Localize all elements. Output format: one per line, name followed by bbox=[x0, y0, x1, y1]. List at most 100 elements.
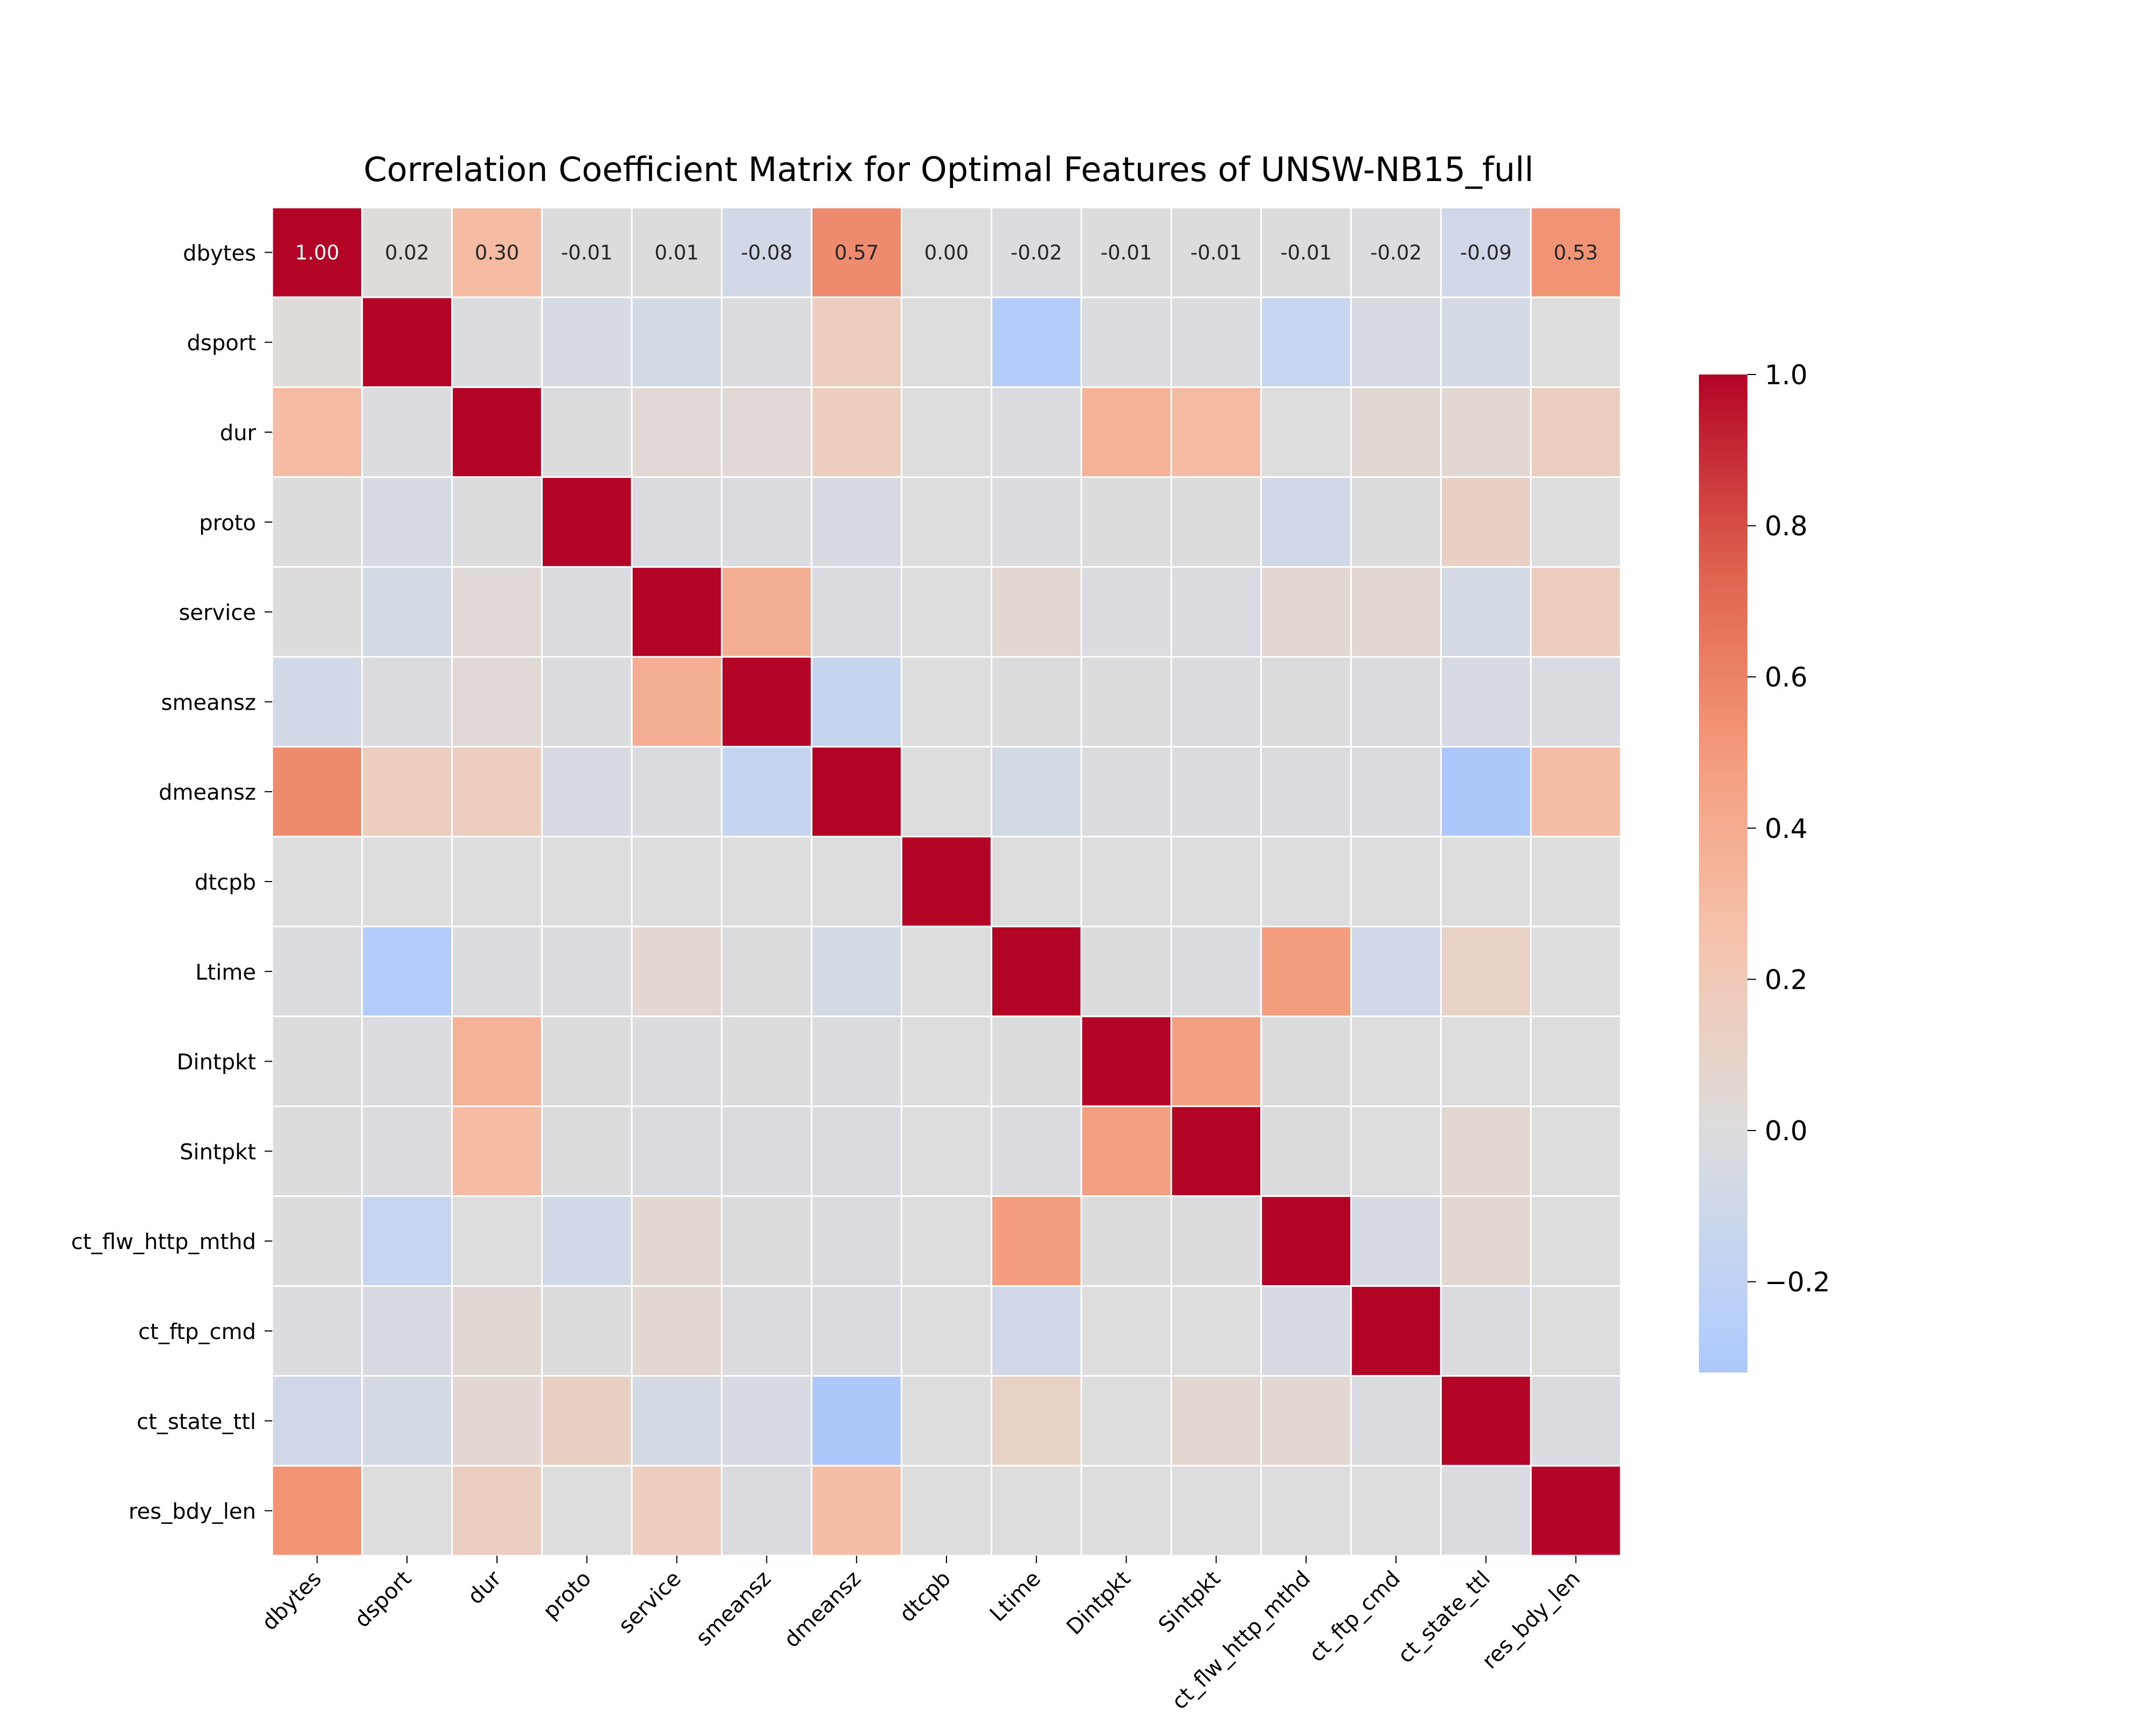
heatmap-cell-Sintpkt-dsport bbox=[361, 1105, 453, 1197]
heatmap-cell-ct_ftp_cmd-ct_flw_http_mthd bbox=[1260, 1285, 1352, 1377]
heatmap-cell-dur-Sintpkt bbox=[1170, 386, 1262, 478]
heatmap-cell-Sintpkt-dtcpb bbox=[901, 1105, 992, 1197]
colorbar-gradient bbox=[1699, 374, 1747, 1372]
heatmap-cell-dmeansz-Dintpkt bbox=[1080, 746, 1172, 838]
heatmap-cell-Dintpkt-ct_state_ttl bbox=[1440, 1015, 1532, 1107]
x-tick-label: Dintpkt bbox=[1062, 1566, 1136, 1640]
heatmap-cell-smeansz-res_bdy_len bbox=[1530, 656, 1622, 748]
heatmap-cell-dur-smeansz bbox=[721, 386, 813, 478]
heatmap-cell-service-dmeansz bbox=[811, 566, 903, 658]
x-tick-label: service bbox=[614, 1566, 686, 1639]
heatmap-cell-service-Sintpkt bbox=[1170, 566, 1262, 658]
heatmap-cell-service-ct_state_ttl bbox=[1440, 566, 1532, 658]
heatmap-cell-ct_ftp_cmd-Sintpkt bbox=[1170, 1285, 1262, 1377]
heatmap-cell-ct_flw_http_mthd-dur bbox=[451, 1195, 543, 1287]
heatmap-cell-service-ct_ftp_cmd bbox=[1350, 566, 1442, 658]
heatmap-cell-dur-ct_ftp_cmd bbox=[1350, 386, 1442, 478]
heatmap-cell-Ltime-Sintpkt bbox=[1170, 925, 1262, 1017]
y-tick-label: ct_state_ttl bbox=[137, 1410, 256, 1434]
heatmap-cell-dsport-ct_flw_http_mthd bbox=[1260, 296, 1352, 389]
heatmap-cell-ct_ftp_cmd-smeansz bbox=[721, 1285, 813, 1377]
heatmap-cell-Ltime-dur bbox=[451, 925, 543, 1017]
heatmap-cell-dtcpb-dbytes bbox=[271, 836, 363, 927]
heatmap-cell-proto-ct_flw_http_mthd bbox=[1260, 476, 1352, 568]
heatmap-cell-smeansz-Sintpkt bbox=[1170, 656, 1262, 748]
cell-annotation: -0.01 bbox=[1280, 241, 1332, 264]
heatmap-cell-proto-ct_state_ttl bbox=[1440, 476, 1532, 568]
heatmap-cell-res_bdy_len-ct_ftp_cmd bbox=[1350, 1465, 1442, 1557]
heatmap-cell-dtcpb-dur bbox=[451, 836, 543, 927]
heatmap-cell-dur-ct_state_ttl bbox=[1440, 386, 1532, 478]
heatmap-cell-dmeansz-ct_flw_http_mthd bbox=[1260, 746, 1352, 838]
heatmap-cell-proto-proto bbox=[541, 476, 633, 568]
cell-annotation: -0.01 bbox=[1191, 241, 1242, 264]
heatmap-cell-dtcpb-dsport bbox=[361, 836, 453, 927]
heatmap-cell-ct_ftp_cmd-Ltime bbox=[990, 1285, 1082, 1377]
heatmap-cell-dtcpb-res_bdy_len bbox=[1530, 836, 1622, 927]
heatmap-cell-dtcpb-proto bbox=[541, 836, 633, 927]
heatmap-cell-service-Dintpkt bbox=[1080, 566, 1172, 658]
heatmap-cell-res_bdy_len-ct_flw_http_mthd bbox=[1260, 1465, 1352, 1557]
heatmap-cell-ct_state_ttl-dtcpb bbox=[901, 1375, 992, 1467]
heatmap-cell-ct_ftp_cmd-proto bbox=[541, 1285, 633, 1377]
heatmap-cell-dsport-Dintpkt bbox=[1080, 296, 1172, 389]
heatmap-cell-Sintpkt-res_bdy_len bbox=[1530, 1105, 1622, 1197]
chart-title: Correlation Coefficient Matrix for Optim… bbox=[364, 150, 1534, 189]
heatmap-cell-service-ct_flw_http_mthd bbox=[1260, 566, 1352, 658]
heatmap-cell-ct_state_ttl-dsport bbox=[361, 1375, 453, 1467]
heatmap-cell-Dintpkt-Sintpkt bbox=[1170, 1015, 1262, 1107]
heatmap-cell-ct_flw_http_mthd-Dintpkt bbox=[1080, 1195, 1172, 1287]
heatmap-cell-smeansz-smeansz bbox=[721, 656, 813, 748]
heatmap-cell-Ltime-dbytes bbox=[271, 925, 363, 1017]
heatmap-cell-proto-dur bbox=[451, 476, 543, 568]
heatmap-cell-proto-ct_ftp_cmd bbox=[1350, 476, 1442, 568]
colorbar-tick-label: 0.2 bbox=[1765, 964, 1808, 995]
y-tick-label: Ltime bbox=[195, 960, 256, 985]
y-tick-label: dtcpb bbox=[195, 870, 256, 895]
heatmap-cell-Dintpkt-Ltime bbox=[990, 1015, 1082, 1107]
heatmap-cell-dur-dtcpb bbox=[901, 386, 992, 478]
heatmap-cell-dbytes-ct_flw_http_mthd bbox=[1260, 206, 1352, 299]
heatmap-cell-proto-Ltime bbox=[990, 476, 1082, 568]
heatmap-cell-smeansz-Ltime bbox=[990, 656, 1082, 748]
heatmap-cell-ct_state_ttl-ct_state_ttl bbox=[1440, 1375, 1532, 1467]
heatmap-cell-proto-Sintpkt bbox=[1170, 476, 1262, 568]
heatmap-cell-res_bdy_len-dur bbox=[451, 1465, 543, 1557]
x-tick-label: dtcpb bbox=[895, 1566, 956, 1627]
heatmap-cell-Dintpkt-dbytes bbox=[271, 1015, 363, 1107]
heatmap-cell-dmeansz-ct_state_ttl bbox=[1440, 746, 1532, 838]
heatmap-cell-dsport-dtcpb bbox=[901, 296, 992, 389]
heatmap-cell-Sintpkt-Ltime bbox=[990, 1105, 1082, 1197]
heatmap-cell-Dintpkt-proto bbox=[541, 1015, 633, 1107]
heatmap-cell-Ltime-proto bbox=[541, 925, 633, 1017]
heatmap-cell-ct_ftp_cmd-dtcpb bbox=[901, 1285, 992, 1377]
y-tick-label: ct_flw_http_mthd bbox=[71, 1230, 256, 1254]
cell-annotation: -0.01 bbox=[1101, 241, 1152, 264]
heatmap-cell-dmeansz-dur bbox=[451, 746, 543, 838]
heatmap-cell-dur-dsport bbox=[361, 386, 453, 478]
heatmap-cell-ct_flw_http_mthd-ct_state_ttl bbox=[1440, 1195, 1532, 1287]
y-tick-label: Sintpkt bbox=[179, 1140, 256, 1164]
cell-annotation: 0.57 bbox=[834, 241, 879, 264]
heatmap-cell-dmeansz-dmeansz bbox=[811, 746, 903, 838]
heatmap-cell-dtcpb-smeansz bbox=[721, 836, 813, 927]
heatmap-cell-dur-Ltime bbox=[990, 386, 1082, 478]
heatmap-cell-res_bdy_len-res_bdy_len bbox=[1530, 1465, 1622, 1557]
heatmap-cell-dbytes-dtcpb bbox=[901, 206, 992, 299]
heatmap-cell-ct_flw_http_mthd-res_bdy_len bbox=[1530, 1195, 1622, 1287]
y-tick-label: dsport bbox=[187, 331, 256, 356]
heatmap-cell-Ltime-ct_flw_http_mthd bbox=[1260, 925, 1352, 1017]
heatmap-cell-ct_ftp_cmd-Dintpkt bbox=[1080, 1285, 1172, 1377]
heatmap-cell-Dintpkt-dsport bbox=[361, 1015, 453, 1107]
heatmap-cell-ct_state_ttl-service bbox=[631, 1375, 723, 1467]
heatmap-cell-dmeansz-res_bdy_len bbox=[1530, 746, 1622, 838]
heatmap-cell-dmeansz-service bbox=[631, 746, 723, 838]
heatmap-cell-dtcpb-Ltime bbox=[990, 836, 1082, 927]
heatmap-cell-res_bdy_len-dbytes bbox=[271, 1465, 363, 1557]
heatmap-cell-dmeansz-Ltime bbox=[990, 746, 1082, 838]
y-tick-label: smeansz bbox=[161, 690, 256, 715]
heatmap-cell-res_bdy_len-dmeansz bbox=[811, 1465, 903, 1557]
heatmap-cell-ct_flw_http_mthd-service bbox=[631, 1195, 723, 1287]
heatmap-cell-dsport-Ltime bbox=[990, 296, 1082, 389]
